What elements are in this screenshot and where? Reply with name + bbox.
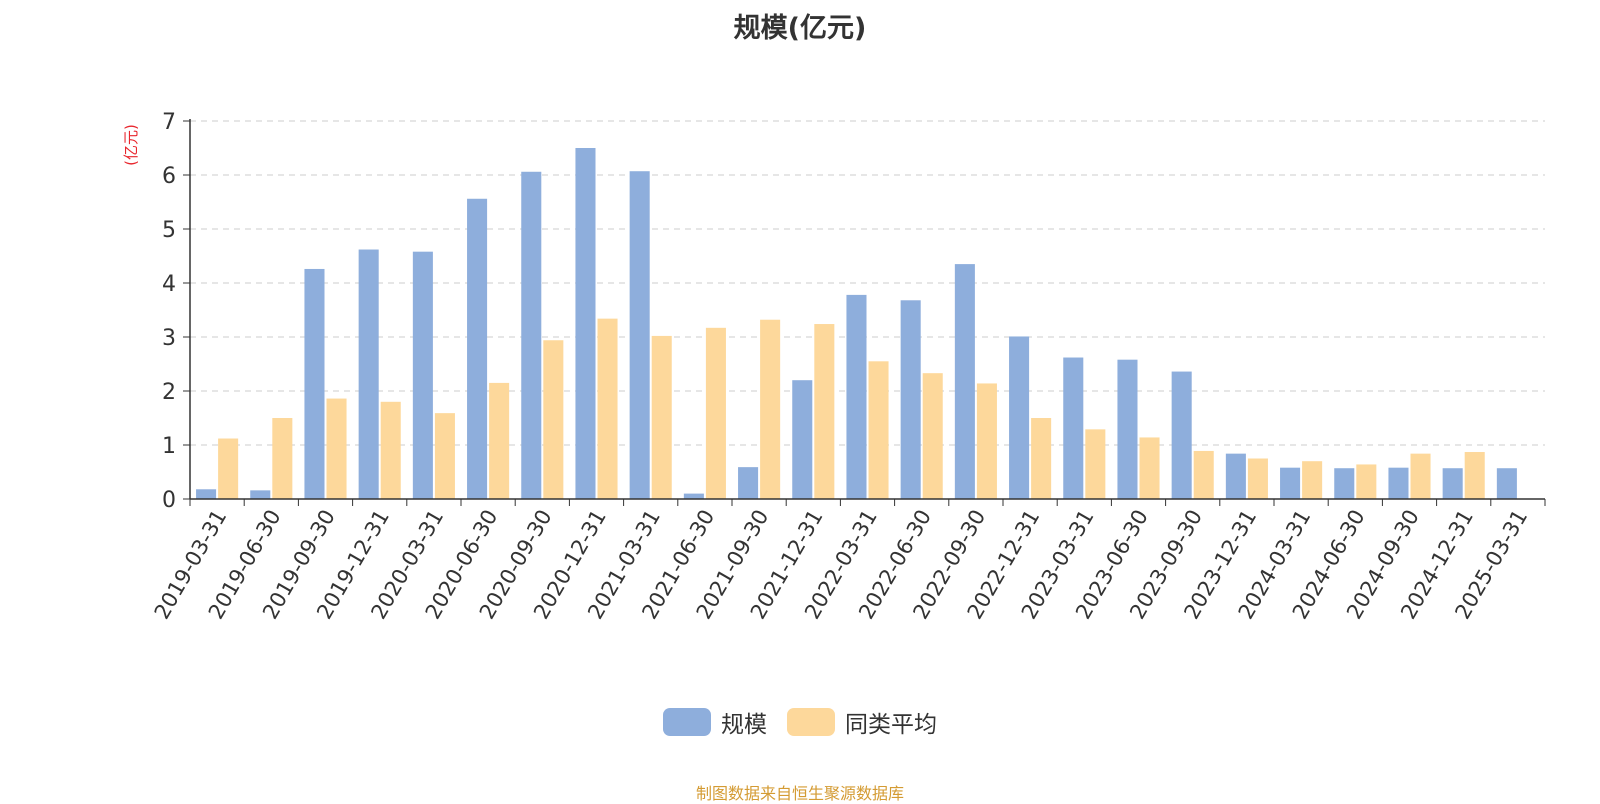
bar-scale: [683, 493, 704, 499]
bar-peer-average: [1031, 418, 1052, 499]
bar-peer-average: [705, 327, 726, 499]
bar-scale: [1225, 453, 1246, 499]
bar-peer-average: [434, 413, 455, 499]
bar-scale: [250, 490, 271, 499]
bar-scale: [304, 268, 325, 499]
bar-scale: [1171, 371, 1192, 499]
bar-peer-average: [489, 382, 510, 499]
bar-peer-average: [651, 335, 672, 499]
y-tick-label: 3: [162, 326, 176, 351]
bar-scale: [846, 294, 867, 499]
bar-scale: [358, 249, 379, 499]
legend-item-peer-average[interactable]: 同类平均: [787, 705, 937, 739]
bar-peer-average: [1464, 452, 1485, 499]
y-tick-label: 7: [162, 110, 176, 135]
bar-peer-average: [1139, 437, 1160, 499]
bar-peer-average: [1302, 461, 1323, 499]
bar-scale: [629, 171, 650, 499]
bar-peer-average: [272, 418, 293, 499]
bar-peer-average: [1247, 458, 1268, 499]
bar-peer-average: [1356, 464, 1377, 499]
bar-scale: [412, 251, 433, 499]
y-axis-label: (亿元): [122, 124, 140, 166]
bar-scale: [1117, 359, 1138, 499]
bar-scale: [1009, 336, 1030, 499]
legend-item-scale[interactable]: 规模: [663, 705, 767, 739]
bar-scale: [1334, 468, 1355, 499]
legend: 规模 同类平均: [0, 705, 1600, 739]
bar-peer-average: [326, 398, 347, 499]
bar-peer-average: [760, 319, 781, 499]
legend-swatch-peer-average: [787, 708, 835, 736]
bar-peer-average: [380, 401, 401, 499]
y-tick-label: 2: [162, 380, 176, 405]
bar-scale: [792, 380, 813, 499]
bar-peer-average: [218, 438, 239, 499]
bar-peer-average: [814, 324, 835, 499]
bar-scale: [1280, 467, 1301, 499]
y-tick-label: 4: [162, 272, 176, 297]
bar-scale: [1388, 467, 1409, 499]
bar-peer-average: [976, 383, 997, 499]
bar-peer-average: [543, 340, 564, 499]
bar-scale: [954, 264, 975, 499]
bar-scale: [738, 467, 759, 499]
bar-scale: [900, 300, 921, 499]
bar-peer-average: [1410, 453, 1431, 499]
bar-peer-average: [597, 318, 618, 499]
y-tick-label: 5: [162, 218, 176, 243]
data-source-note: 制图数据来自恒生聚源数据库: [695, 784, 904, 803]
legend-label-scale: 规模: [721, 712, 767, 738]
bar-scale: [575, 148, 596, 499]
bar-scale: [1063, 357, 1084, 499]
bar-peer-average: [1085, 429, 1106, 499]
bar-scale: [196, 489, 217, 499]
legend-swatch-scale: [663, 708, 711, 736]
y-tick-label: 0: [162, 488, 176, 513]
chart-title: 规模(亿元): [733, 13, 867, 44]
bar-chart: 01234567(亿元)2019-03-312019-06-302019-09-…: [122, 110, 1546, 623]
bar-scale: [1496, 468, 1517, 499]
y-tick-label: 1: [162, 434, 176, 459]
bar-scale: [467, 198, 488, 499]
bar-scale: [521, 171, 542, 499]
bar-scale: [1442, 468, 1463, 499]
bar-peer-average: [868, 361, 889, 499]
y-tick-label: 6: [162, 164, 176, 189]
legend-label-peer-average: 同类平均: [845, 712, 937, 738]
bar-peer-average: [922, 373, 943, 499]
bar-peer-average: [1193, 450, 1214, 499]
